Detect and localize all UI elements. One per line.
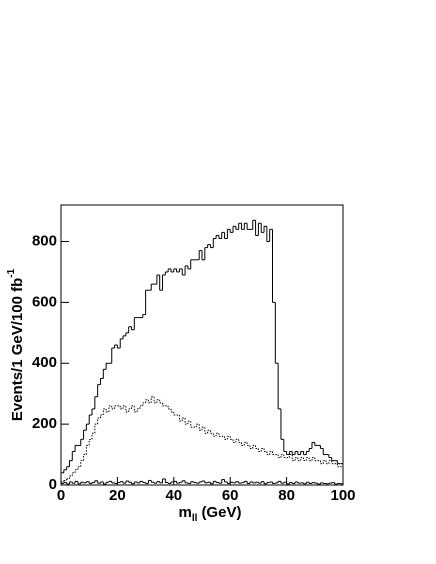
y-axis-label-sup: -1 — [6, 268, 17, 277]
x-tick-label: 0 — [57, 487, 65, 504]
y-tick-label: 200 — [32, 415, 57, 432]
x-axis-label-main: m — [179, 504, 192, 521]
x-tick-label: 100 — [330, 487, 355, 504]
x-axis-label: mll (GeV) — [179, 504, 242, 524]
x-tick-label: 60 — [222, 487, 239, 504]
y-tick-label: 600 — [32, 293, 57, 310]
y-tick-label: 400 — [32, 354, 57, 371]
y-axis-label-main: Events/1 GeV/100 fb — [9, 278, 26, 421]
y-tick-label: 0 — [49, 476, 57, 493]
x-tick-label: 40 — [165, 487, 182, 504]
x-axis-label-sub: ll — [192, 513, 198, 524]
y-tick-label: 800 — [32, 232, 57, 249]
plot-frame — [60, 204, 344, 486]
x-tick-label: 80 — [278, 487, 295, 504]
x-axis-label-unit: (GeV) — [201, 504, 241, 521]
y-axis-label: Events/1 GeV/100 fb-1 — [6, 268, 26, 421]
x-tick-label: 20 — [109, 487, 126, 504]
